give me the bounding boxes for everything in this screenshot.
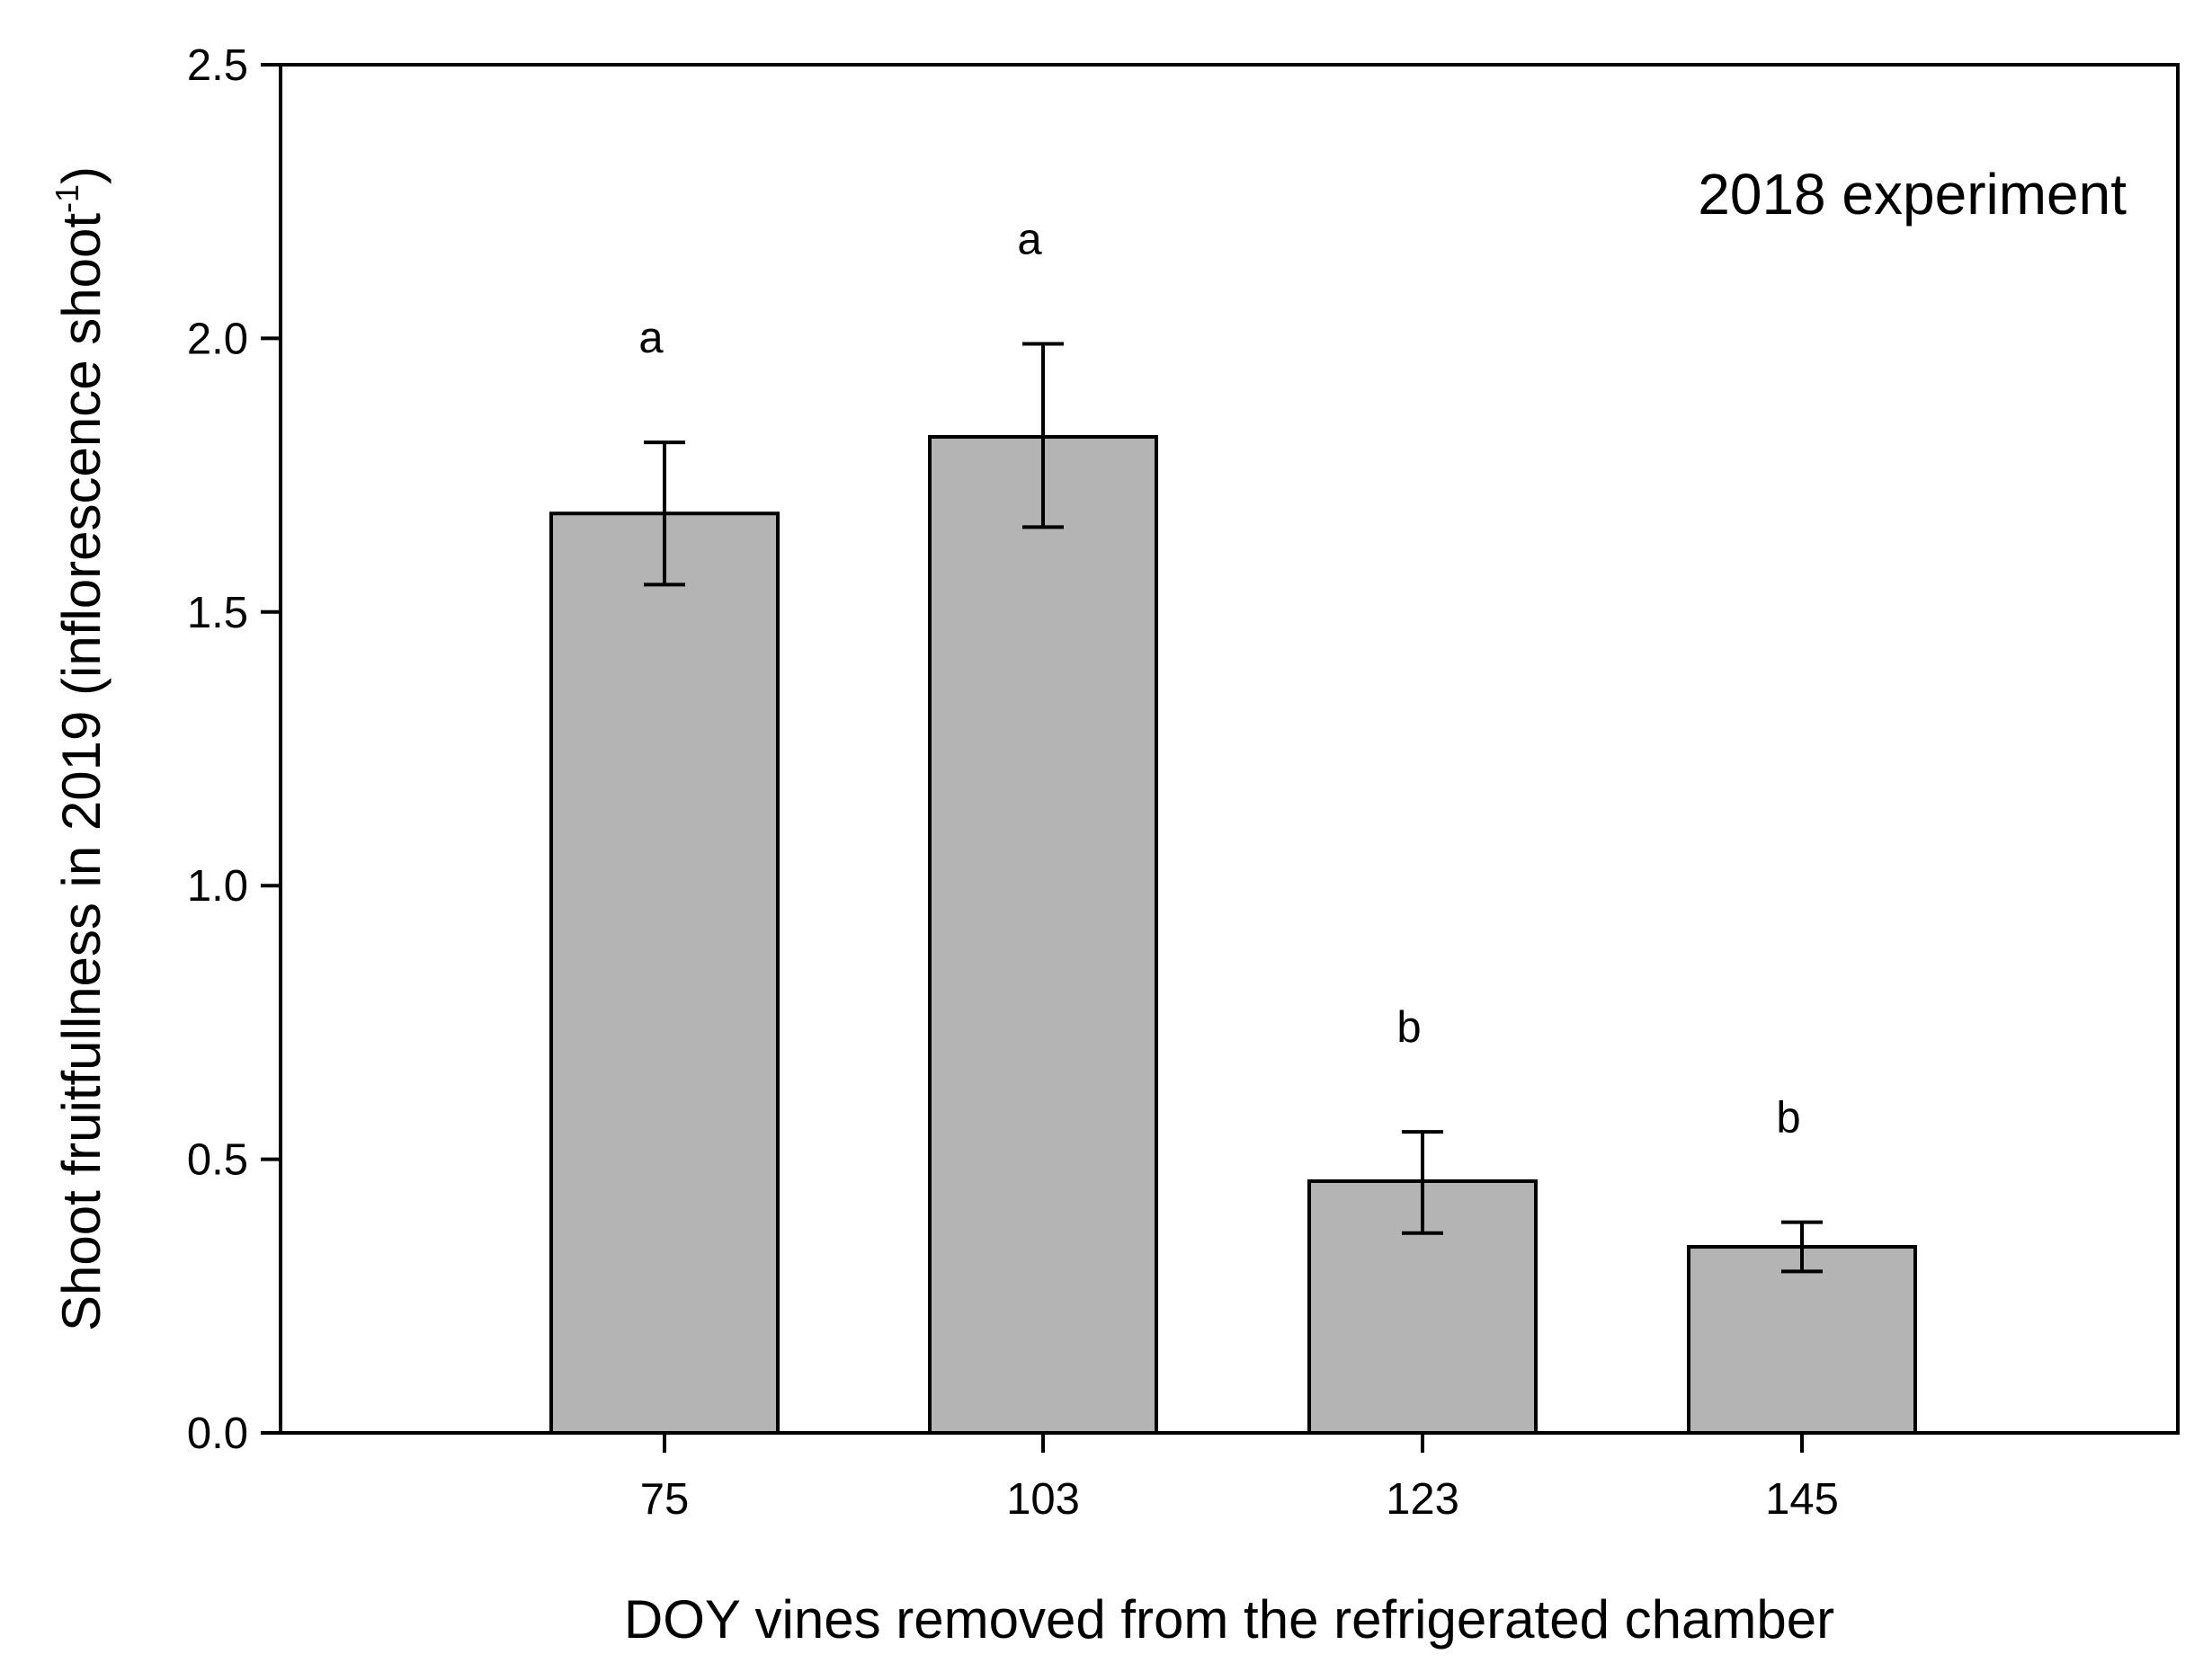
y-axis-title-main: Shoot fruitfullness in 2019 (inflorescen…	[51, 213, 111, 1331]
y-tick-label: 1.0	[187, 862, 248, 911]
significance-letter: a	[638, 314, 664, 362]
y-axis-title-superscript: -1	[49, 184, 85, 213]
experiment-annotation: 2018 experiment	[1698, 162, 2127, 227]
y-axis: 0.0 0.5 1.0 1.5 2.0 2.5	[187, 41, 281, 1458]
y-tick-label: 0.0	[187, 1410, 248, 1458]
y-axis-title-close: )	[51, 166, 111, 184]
significance-letter: b	[1776, 1094, 1800, 1143]
significance-letter: b	[1396, 1003, 1421, 1052]
y-tick-label: 0.5	[187, 1136, 248, 1185]
y-axis-title: Shoot fruitfullness in 2019 (inflorescen…	[49, 166, 111, 1331]
significance-letter: a	[1017, 215, 1042, 263]
bar-103	[928, 434, 1158, 1435]
y-tick-label: 2.5	[187, 41, 248, 90]
x-tick-label: 145	[1765, 1475, 1839, 1524]
x-tick-label: 103	[1006, 1475, 1080, 1524]
x-axis: 75 103 123 145	[640, 1433, 1839, 1524]
x-axis-title: DOY vines removed from the refrigerated …	[624, 1589, 1834, 1650]
bar-75	[549, 511, 780, 1435]
bars-group: a a b b	[549, 215, 1917, 1436]
y-tick-label: 1.5	[187, 589, 248, 637]
x-tick-label: 123	[1386, 1475, 1459, 1524]
plot-frame	[279, 63, 2180, 1435]
y-tick-label: 2.0	[187, 315, 248, 363]
x-tick-label: 75	[640, 1475, 690, 1524]
bar-145	[1687, 1245, 1917, 1436]
